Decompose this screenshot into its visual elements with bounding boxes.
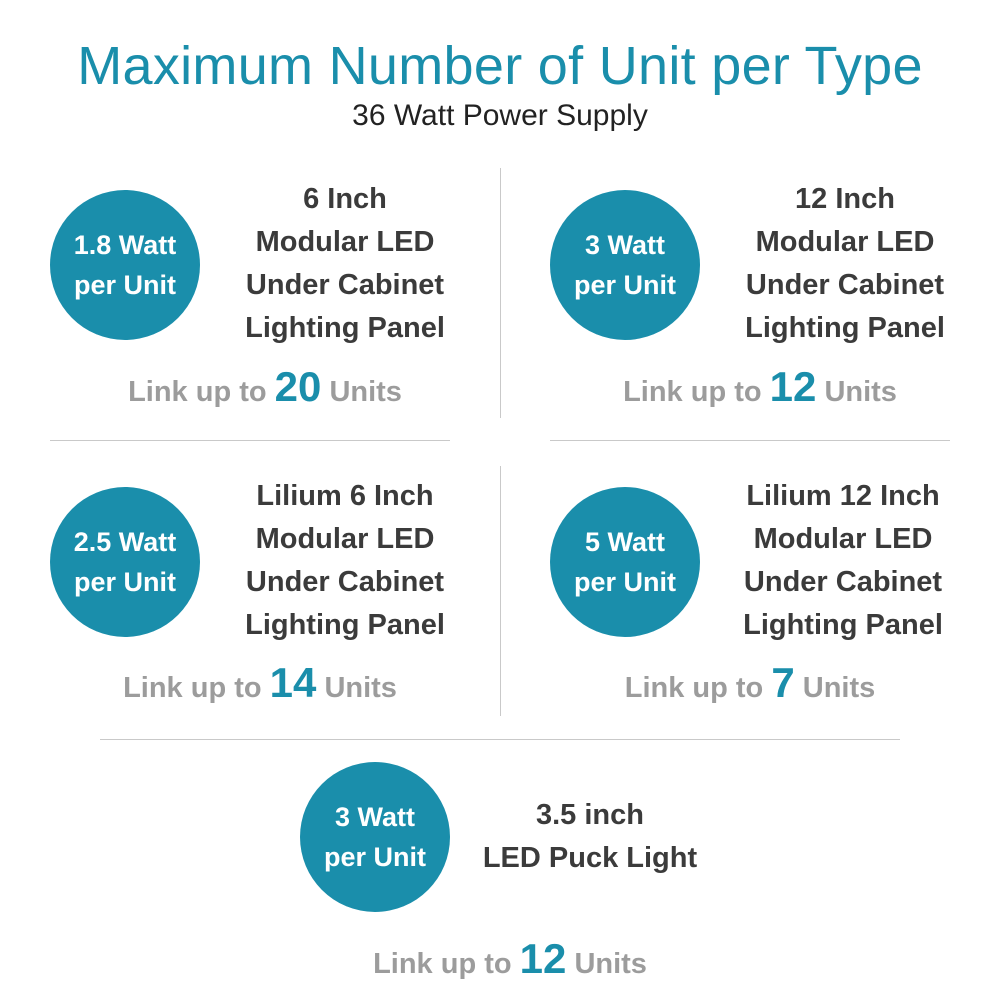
vertical-divider-top (500, 168, 501, 418)
wattage-value: 3 Watt (585, 230, 665, 260)
link-count: 12 (769, 363, 817, 410)
horizontal-divider-bottom (100, 739, 900, 740)
wattage-unit: per Unit (323, 842, 426, 872)
wattage-unit: per Unit (73, 270, 176, 300)
link-capacity: Link up to 14 Units (123, 659, 397, 706)
product-name: Lilium 6 Inch Modular LED Under Cabinet … (245, 480, 445, 641)
wattage-badge: 3 Watt per Unit (300, 762, 450, 912)
horizontal-divider-right (550, 440, 950, 441)
product-name: Lilium 12 Inch Modular LED Under Cabinet… (743, 480, 943, 641)
wattage-badge: 5 Watt per Unit (550, 487, 700, 637)
wattage-unit: per Unit (573, 270, 676, 300)
wattage-value: 1.8 Watt (73, 230, 177, 260)
wattage-value: 3 Watt (335, 802, 415, 832)
wattage-badge: 3 Watt per Unit (550, 190, 700, 340)
wattage-badge: 1.8 Watt per Unit (50, 190, 200, 340)
page-subtitle: 36 Watt Power Supply (352, 99, 648, 132)
link-capacity: Link up to 12 Units (373, 935, 647, 982)
vertical-divider-middle (500, 466, 501, 716)
product-name: 3.5 inch LED Puck Light (482, 799, 698, 874)
horizontal-divider-left (50, 440, 450, 441)
link-count: 7 (771, 659, 795, 706)
link-capacity: Link up to 12 Units (623, 363, 897, 410)
wattage-unit: per Unit (573, 567, 676, 597)
product-name: 12 Inch Modular LED Under Cabinet Lighti… (745, 183, 945, 344)
wattage-value: 2.5 Watt (73, 527, 177, 557)
wattage-unit: per Unit (73, 567, 176, 597)
link-capacity: Link up to 20 Units (128, 363, 402, 410)
link-count: 20 (274, 363, 322, 410)
wattage-badge: 2.5 Watt per Unit (50, 487, 200, 637)
link-count: 14 (269, 659, 317, 706)
wattage-value: 5 Watt (585, 527, 665, 557)
product-name: 6 Inch Modular LED Under Cabinet Lightin… (245, 183, 445, 344)
link-capacity: Link up to 7 Units (624, 659, 876, 706)
page-title: Maximum Number of Unit per Type (77, 36, 923, 96)
link-count: 12 (519, 935, 567, 982)
